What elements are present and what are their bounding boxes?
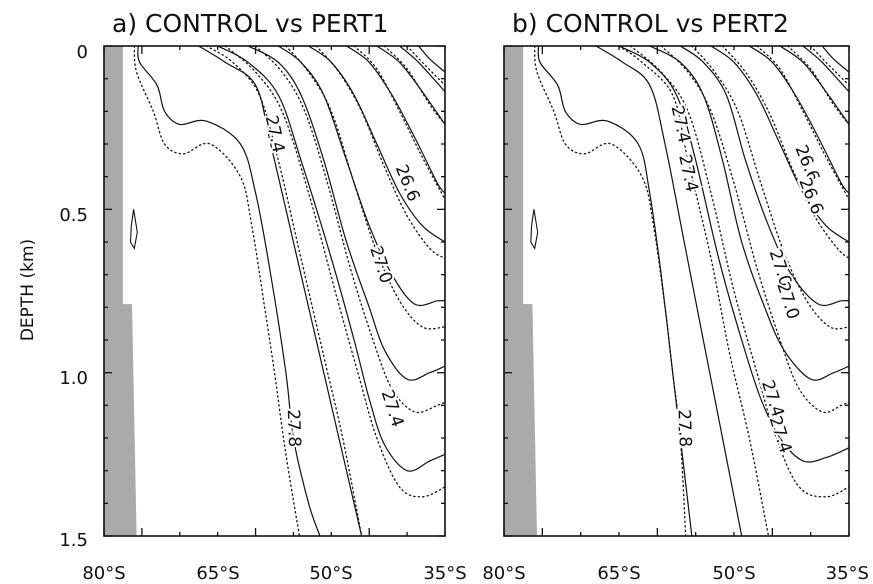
panel-a-contour-labels: 27.4 26.6 27.0 27.4 27.8 — [259, 112, 426, 450]
solid-contour-line — [710, 45, 850, 243]
solid-contour-line — [802, 45, 850, 93]
solid-contour-line — [277, 45, 446, 307]
closed-contour-line — [530, 209, 539, 251]
solid-contour-line — [779, 45, 850, 125]
dotted-contour-line — [383, 45, 446, 126]
dotted-contour-line — [618, 45, 770, 537]
contour-label: 26.6 — [794, 175, 827, 218]
solid-contour-line — [418, 45, 446, 73]
contour-label: 27.0 — [365, 244, 396, 286]
dotted-contour-line — [406, 45, 446, 86]
panel-a-xtick-0: 80°S — [82, 563, 125, 584]
dotted-contour-line — [660, 45, 850, 414]
contour-label: 27.4 — [667, 104, 694, 145]
panel-a-ytick-2: 1.0 — [59, 368, 88, 389]
dotted-contour-line — [534, 45, 687, 537]
panel-b-ticks — [503, 45, 850, 537]
panel-b-contour-labels: 27.427.4 26.626.627.027.027.427.427.8 — [665, 102, 829, 458]
land-mask-shape — [104, 46, 137, 536]
panel-a-xtick-1: 65°S — [196, 563, 239, 584]
panel-a-ytick-3: 1.5 — [59, 530, 88, 551]
panel-a-title: a) CONTROL vs PERT1 — [112, 9, 388, 38]
dotted-contour-line — [285, 45, 446, 330]
panel-b-contours — [530, 45, 850, 537]
contour-label: 27.4 — [377, 388, 408, 430]
contour-label: 27.8 — [674, 409, 695, 448]
dotted-contour-line — [205, 45, 363, 537]
dotted-contour-line — [810, 45, 850, 86]
contour-label: 27.4 — [765, 414, 796, 456]
dotted-contour-line — [353, 45, 446, 201]
dotted-contour-line — [721, 45, 850, 259]
solid-contour-line — [247, 45, 446, 381]
solid-contour-line — [821, 45, 850, 73]
y-axis-label: DEPTH (km) — [18, 239, 38, 341]
solid-contour-line — [649, 45, 850, 381]
solid-contour-line — [595, 45, 743, 537]
panel-b-title: b) CONTROL vs PERT2 — [512, 9, 789, 38]
solid-contour-line — [346, 45, 446, 194]
solid-contour-line — [618, 45, 850, 463]
solid-contour-line — [308, 45, 446, 243]
contour-label: 26.6 — [391, 162, 424, 205]
closed-contour-line — [129, 209, 138, 251]
solid-contour-line — [137, 45, 321, 537]
panel-b-xtick-0: 80°S — [482, 563, 525, 584]
panel-a-land-mask — [104, 46, 137, 536]
solid-contour-line — [399, 45, 446, 93]
panel-a-ytick-1: 0.5 — [59, 205, 88, 226]
panel-a: a) CONTROL vs PERT1 27.4 26.6 27.0 27.4 27.8… — [59, 9, 466, 584]
panel-a-xtick-3: 35°S — [423, 563, 466, 584]
land-mask-shape — [504, 46, 537, 536]
dotted-contour-line — [629, 45, 850, 498]
panel-a-ytick-0: 0 — [77, 42, 88, 63]
dotted-contour-line — [787, 45, 850, 126]
panel-a-frame — [103, 45, 446, 537]
solid-contour-line — [376, 45, 446, 125]
contour-label: 27.4 — [674, 153, 701, 194]
dotted-contour-line — [756, 45, 850, 201]
panel-a-xtick-2: 50°S — [309, 563, 352, 584]
dotted-contour-line — [691, 45, 850, 330]
dotted-contour-line — [133, 45, 301, 537]
panel-b: b) CONTROL vs PERT2 27.427.4 26.626.627.0… — [482, 9, 869, 584]
panel-b-xtick-2: 50°S — [712, 563, 755, 584]
solid-contour-line — [198, 45, 363, 537]
solid-contour-line — [217, 45, 446, 472]
solid-contour-line — [679, 45, 850, 307]
panel-a-contours — [129, 45, 446, 537]
dotted-contour-line — [224, 45, 446, 498]
solid-contour-line — [537, 45, 693, 537]
panel-b-xtick-3: 35°S — [826, 563, 869, 584]
solid-contour-line — [748, 45, 850, 194]
contour-label: 27.8 — [283, 409, 304, 448]
panel-b-xtick-1: 65°S — [597, 563, 640, 584]
panel-b-frame — [503, 45, 850, 537]
panel-a-ticks — [103, 45, 446, 537]
panel-b-land-mask — [504, 46, 537, 536]
dotted-contour-line — [315, 45, 446, 259]
contour-label: 27.4 — [261, 114, 288, 155]
